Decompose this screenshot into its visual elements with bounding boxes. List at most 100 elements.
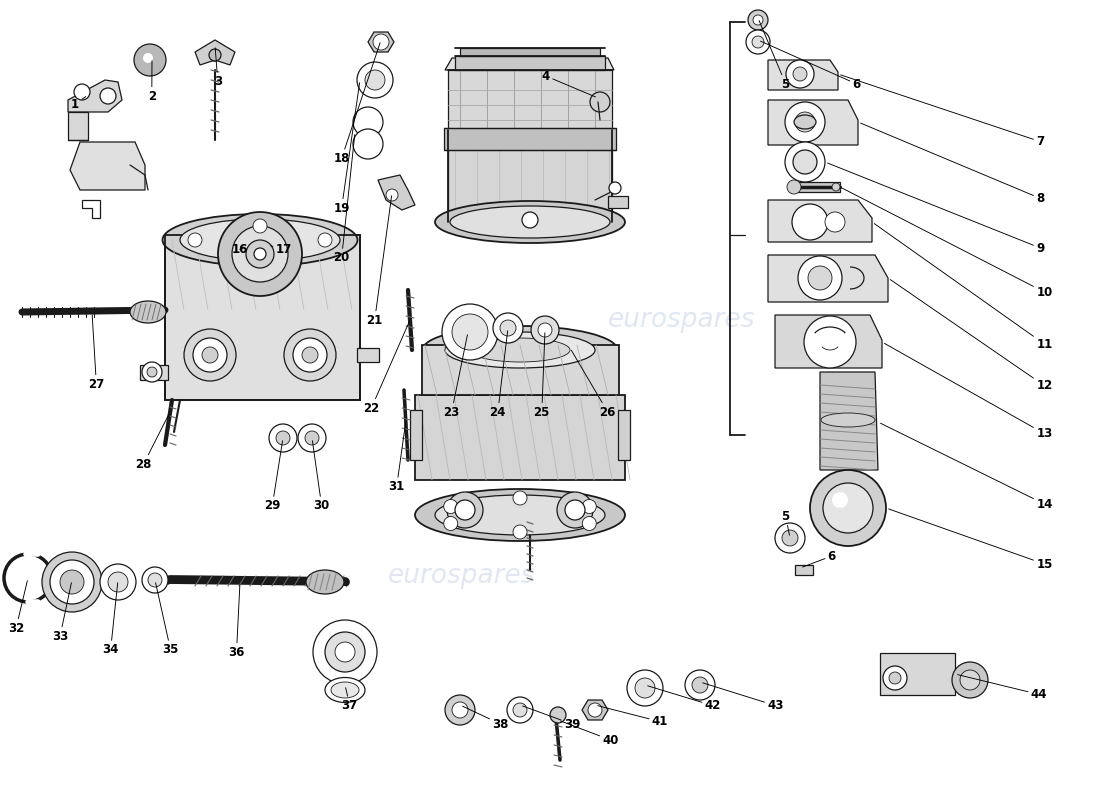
Circle shape — [302, 347, 318, 363]
Text: 23: 23 — [443, 334, 468, 418]
Polygon shape — [70, 142, 145, 190]
Circle shape — [298, 424, 326, 452]
Circle shape — [692, 677, 708, 693]
Circle shape — [513, 525, 527, 539]
Text: 8: 8 — [860, 123, 1045, 205]
Text: 2: 2 — [147, 61, 156, 102]
Text: eurospares: eurospares — [168, 323, 316, 349]
Text: 44: 44 — [958, 674, 1047, 701]
Circle shape — [373, 34, 389, 50]
Text: 36: 36 — [229, 585, 244, 658]
Ellipse shape — [422, 326, 617, 374]
Circle shape — [798, 256, 842, 300]
Circle shape — [246, 240, 274, 268]
Circle shape — [442, 304, 498, 360]
Circle shape — [513, 491, 527, 505]
Text: 12: 12 — [890, 279, 1053, 392]
Ellipse shape — [324, 678, 365, 702]
Text: 40: 40 — [561, 721, 618, 746]
Circle shape — [513, 703, 527, 717]
Circle shape — [284, 329, 336, 381]
Circle shape — [782, 530, 797, 546]
Circle shape — [522, 212, 538, 228]
Bar — [455, 56, 605, 70]
Circle shape — [293, 338, 327, 372]
Polygon shape — [446, 58, 614, 70]
Text: 18: 18 — [333, 42, 381, 165]
Circle shape — [590, 92, 610, 112]
Text: 32: 32 — [8, 581, 28, 634]
Circle shape — [148, 573, 162, 587]
Text: eurospares: eurospares — [388, 563, 536, 589]
Bar — [358, 348, 379, 362]
Circle shape — [318, 233, 332, 247]
Circle shape — [443, 517, 458, 530]
Circle shape — [795, 112, 815, 132]
Circle shape — [627, 670, 663, 706]
Circle shape — [147, 367, 157, 377]
Circle shape — [832, 492, 848, 508]
Text: 28: 28 — [135, 414, 168, 470]
Polygon shape — [368, 32, 394, 52]
Text: 24: 24 — [490, 330, 508, 418]
Text: 31: 31 — [388, 422, 406, 493]
Bar — [444, 128, 616, 150]
Circle shape — [808, 266, 832, 290]
Circle shape — [550, 707, 566, 723]
Circle shape — [365, 70, 385, 90]
Circle shape — [202, 347, 218, 363]
Circle shape — [582, 517, 596, 530]
Polygon shape — [768, 255, 888, 302]
Circle shape — [538, 323, 552, 337]
Ellipse shape — [434, 201, 625, 243]
Polygon shape — [582, 700, 608, 720]
Circle shape — [353, 107, 383, 137]
Circle shape — [232, 226, 288, 282]
Text: eurospares: eurospares — [608, 307, 756, 333]
Text: 13: 13 — [884, 343, 1053, 440]
Circle shape — [507, 697, 534, 723]
Bar — [880, 653, 955, 695]
Text: 17: 17 — [271, 243, 292, 256]
Circle shape — [754, 15, 763, 25]
Circle shape — [793, 67, 807, 81]
Circle shape — [42, 552, 102, 612]
Circle shape — [823, 483, 873, 533]
Circle shape — [324, 632, 365, 672]
Text: 38: 38 — [462, 706, 508, 730]
Ellipse shape — [446, 332, 595, 368]
Ellipse shape — [821, 413, 875, 427]
Text: 43: 43 — [703, 683, 783, 712]
Circle shape — [446, 695, 475, 725]
Circle shape — [108, 572, 128, 592]
Text: 6: 6 — [803, 550, 836, 567]
Circle shape — [748, 10, 768, 30]
Polygon shape — [954, 674, 980, 688]
Text: 16: 16 — [232, 243, 248, 256]
Bar — [460, 48, 600, 56]
Circle shape — [270, 424, 297, 452]
Text: 4: 4 — [541, 70, 595, 97]
Circle shape — [314, 620, 377, 684]
Circle shape — [609, 182, 622, 194]
Circle shape — [785, 142, 825, 182]
Circle shape — [810, 470, 886, 546]
Circle shape — [452, 702, 468, 718]
Circle shape — [786, 60, 814, 88]
Bar — [608, 196, 628, 208]
Circle shape — [960, 670, 980, 690]
Polygon shape — [68, 80, 122, 112]
Text: 9: 9 — [827, 163, 1045, 254]
Text: 35: 35 — [155, 582, 178, 656]
Polygon shape — [618, 410, 630, 460]
Ellipse shape — [450, 206, 610, 238]
Text: 42: 42 — [648, 686, 720, 712]
Circle shape — [452, 314, 488, 350]
Circle shape — [889, 672, 901, 684]
Circle shape — [804, 316, 856, 368]
Circle shape — [253, 219, 267, 233]
Circle shape — [100, 564, 136, 600]
Circle shape — [358, 62, 393, 98]
Polygon shape — [68, 112, 88, 140]
Text: 6: 6 — [760, 41, 860, 90]
